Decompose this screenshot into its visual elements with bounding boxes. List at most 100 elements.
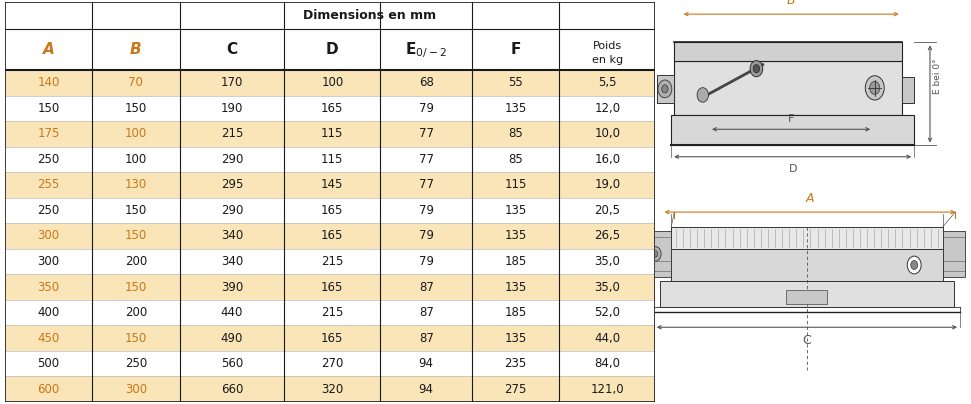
Text: Dimensions en mm: Dimensions en mm bbox=[303, 9, 436, 22]
Bar bbox=[5, 172, 655, 198]
Text: F: F bbox=[787, 114, 794, 124]
Bar bbox=[902, 77, 915, 103]
Text: 300: 300 bbox=[125, 383, 147, 396]
Text: 490: 490 bbox=[220, 332, 243, 345]
Text: 290: 290 bbox=[220, 204, 243, 217]
Text: 150: 150 bbox=[124, 332, 147, 345]
Text: C: C bbox=[802, 334, 812, 347]
Text: 94: 94 bbox=[419, 357, 434, 370]
Text: 440: 440 bbox=[220, 306, 243, 319]
Text: F: F bbox=[511, 42, 520, 57]
Text: 135: 135 bbox=[505, 204, 527, 217]
Text: 300: 300 bbox=[38, 255, 59, 268]
Text: 450: 450 bbox=[38, 332, 59, 345]
Bar bbox=[671, 249, 943, 281]
Text: 215: 215 bbox=[220, 127, 243, 140]
Text: 16,0: 16,0 bbox=[594, 153, 620, 166]
Text: 84,0: 84,0 bbox=[594, 357, 620, 370]
Bar bbox=[5, 377, 655, 402]
Text: 85: 85 bbox=[509, 127, 523, 140]
Bar bbox=[671, 115, 915, 145]
Text: 660: 660 bbox=[220, 383, 243, 396]
Text: 235: 235 bbox=[505, 357, 527, 370]
Text: 165: 165 bbox=[321, 204, 344, 217]
Text: C: C bbox=[226, 42, 238, 57]
Text: 295: 295 bbox=[220, 179, 243, 191]
Text: 340: 340 bbox=[220, 255, 243, 268]
Text: 20,5: 20,5 bbox=[594, 204, 620, 217]
Text: 170: 170 bbox=[220, 76, 243, 89]
Text: 150: 150 bbox=[38, 102, 59, 115]
Circle shape bbox=[751, 61, 763, 77]
Text: 87: 87 bbox=[419, 332, 434, 345]
Circle shape bbox=[658, 80, 672, 98]
Text: 250: 250 bbox=[38, 204, 59, 217]
Circle shape bbox=[650, 246, 661, 261]
Text: 150: 150 bbox=[124, 204, 147, 217]
Text: A: A bbox=[806, 192, 815, 205]
Text: 87: 87 bbox=[419, 280, 434, 294]
Text: 77: 77 bbox=[419, 153, 434, 166]
Text: 145: 145 bbox=[321, 179, 344, 191]
Text: 121,0: 121,0 bbox=[590, 383, 624, 396]
Bar bbox=[657, 75, 674, 103]
Text: B: B bbox=[130, 42, 142, 57]
Text: 19,0: 19,0 bbox=[594, 179, 620, 191]
Text: 77: 77 bbox=[419, 127, 434, 140]
Text: 150: 150 bbox=[124, 229, 147, 242]
Text: 55: 55 bbox=[509, 76, 523, 89]
Text: 165: 165 bbox=[321, 332, 344, 345]
Text: 52,0: 52,0 bbox=[594, 306, 620, 319]
Text: 135: 135 bbox=[505, 332, 527, 345]
Text: 390: 390 bbox=[220, 280, 243, 294]
Text: 165: 165 bbox=[321, 280, 344, 294]
Bar bbox=[787, 290, 827, 304]
Bar bbox=[660, 281, 954, 307]
Text: 400: 400 bbox=[38, 306, 59, 319]
Text: 200: 200 bbox=[124, 306, 147, 319]
Text: 290: 290 bbox=[220, 153, 243, 166]
Text: 115: 115 bbox=[321, 127, 344, 140]
Circle shape bbox=[907, 256, 921, 274]
Text: 68: 68 bbox=[419, 76, 434, 89]
Text: 44,0: 44,0 bbox=[594, 332, 620, 345]
Bar bbox=[671, 227, 943, 249]
Text: 150: 150 bbox=[124, 102, 147, 115]
Text: 35,0: 35,0 bbox=[594, 255, 620, 268]
Circle shape bbox=[870, 81, 880, 95]
Text: en kg: en kg bbox=[592, 55, 623, 65]
Bar bbox=[5, 147, 655, 172]
Text: E bei 0°: E bei 0° bbox=[933, 58, 943, 94]
Text: 500: 500 bbox=[38, 357, 59, 370]
Text: 10,0: 10,0 bbox=[594, 127, 620, 140]
Circle shape bbox=[753, 65, 759, 73]
Text: D: D bbox=[788, 164, 797, 174]
Text: 100: 100 bbox=[321, 76, 344, 89]
Text: 5,5: 5,5 bbox=[598, 76, 617, 89]
Text: 115: 115 bbox=[321, 153, 344, 166]
Text: D: D bbox=[326, 42, 339, 57]
Text: 165: 165 bbox=[321, 102, 344, 115]
Text: 100: 100 bbox=[124, 127, 147, 140]
Text: 175: 175 bbox=[37, 127, 59, 140]
Bar bbox=[5, 96, 655, 121]
Bar bbox=[5, 198, 655, 223]
Text: 35,0: 35,0 bbox=[594, 280, 620, 294]
Text: 12,0: 12,0 bbox=[594, 102, 620, 115]
Text: E$_{0/-2}$: E$_{0/-2}$ bbox=[405, 40, 447, 60]
Text: 275: 275 bbox=[505, 383, 527, 396]
Bar bbox=[943, 231, 965, 277]
Bar bbox=[5, 300, 655, 325]
Text: 165: 165 bbox=[321, 229, 344, 242]
Bar bbox=[5, 249, 655, 274]
Text: 87: 87 bbox=[419, 306, 434, 319]
Text: B: B bbox=[787, 0, 795, 7]
Circle shape bbox=[865, 76, 885, 100]
Text: 135: 135 bbox=[505, 102, 527, 115]
Text: 300: 300 bbox=[38, 229, 59, 242]
Text: 190: 190 bbox=[220, 102, 243, 115]
Text: 560: 560 bbox=[220, 357, 243, 370]
Text: 200: 200 bbox=[124, 255, 147, 268]
Circle shape bbox=[697, 88, 709, 102]
Bar bbox=[5, 274, 655, 300]
